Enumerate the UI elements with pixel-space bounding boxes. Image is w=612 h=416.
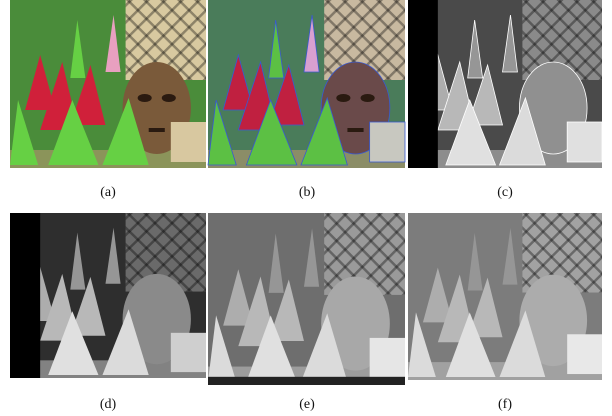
bottom-band xyxy=(208,377,405,385)
mask-eye xyxy=(336,94,350,102)
box xyxy=(171,333,206,372)
mask-eye xyxy=(138,94,152,102)
box xyxy=(370,122,405,162)
image-panel xyxy=(10,0,206,168)
panel-label: (f) xyxy=(498,397,512,412)
box xyxy=(370,338,405,379)
panel-label: (a) xyxy=(100,185,116,200)
panel-label: (c) xyxy=(497,185,513,200)
mask-mouth xyxy=(347,128,363,132)
image-panel xyxy=(208,0,405,168)
page: (a)(b)(c)(d)(e)(f) (() => { const data =… xyxy=(0,0,612,416)
panel-label: (b) xyxy=(299,185,316,200)
mask-eye xyxy=(162,94,176,102)
panel-label: (d) xyxy=(100,397,117,412)
image-panel xyxy=(408,0,602,168)
box xyxy=(567,122,602,162)
mask-eye xyxy=(361,94,375,102)
box xyxy=(567,334,602,374)
image-panel xyxy=(408,213,602,380)
panel-label: (e) xyxy=(299,397,315,412)
mask-mouth xyxy=(149,128,165,132)
occlusion-strip xyxy=(408,0,438,168)
image-panel xyxy=(208,213,405,385)
box xyxy=(171,122,206,162)
figure: (a) (b) (c) (d) (e) (f) xyxy=(0,0,612,416)
image-panel xyxy=(10,213,206,378)
occlusion-strip xyxy=(10,213,40,378)
